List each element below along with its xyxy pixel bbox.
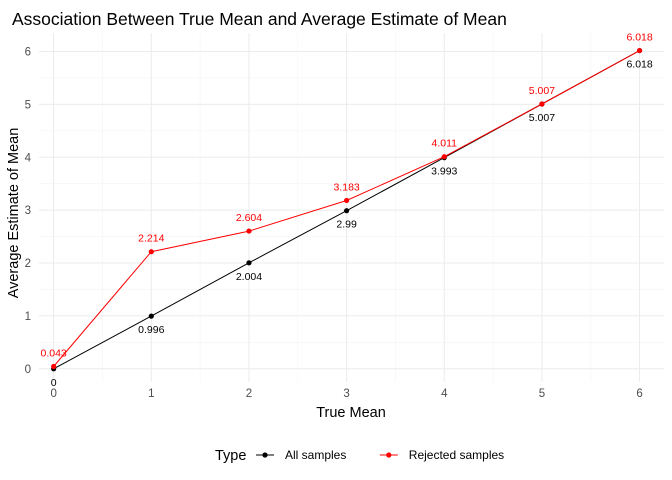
data-label: 6.018	[626, 59, 652, 71]
x-axis-title: True Mean	[316, 405, 386, 421]
data-labels: 0 0.996 2.004 2.99 3.993 5.007 6.018 0.043 2.214…	[41, 32, 653, 389]
legend: Type All samples Rejected samples	[215, 448, 504, 464]
legend-label: Rejected samples	[409, 448, 504, 462]
y-tick-label: 2	[25, 258, 31, 270]
x-tick-label: 1	[148, 388, 154, 400]
data-point	[148, 313, 154, 319]
legend-key-point	[386, 452, 392, 458]
data-label: 2.604	[236, 212, 262, 224]
series-layer	[51, 47, 643, 372]
legend-key-point	[262, 452, 268, 458]
data-point	[246, 228, 252, 234]
y-axis-title: Average Estimate of Mean	[6, 128, 22, 299]
data-point	[246, 260, 252, 266]
y-tick-label: 0	[25, 364, 31, 376]
data-label: 3.993	[431, 166, 457, 178]
y-tick-label: 5	[25, 99, 31, 111]
x-tick-labels: 0 1 2 3 4 5 6	[50, 388, 642, 400]
data-label: 0.996	[138, 324, 164, 336]
legend-title: Type	[215, 448, 246, 464]
y-tick-label: 6	[25, 47, 31, 59]
y-tick-label: 1	[25, 311, 31, 323]
x-tick-label: 2	[246, 388, 252, 400]
y-tick-label: 4	[25, 152, 32, 164]
x-tick-label: 5	[539, 388, 545, 400]
data-point	[344, 197, 350, 204]
data-point	[441, 154, 447, 160]
chart-title: Association Between True Mean and Averag…	[12, 9, 507, 29]
data-label: 4.011	[432, 138, 458, 150]
x-tick-label: 6	[636, 388, 642, 400]
data-label: 2.99	[336, 219, 357, 231]
x-tick-label: 3	[343, 388, 349, 400]
grid-lines	[39, 33, 664, 382]
data-point	[636, 47, 643, 54]
y-tick-label: 3	[25, 205, 31, 217]
data-label: 2.214	[138, 233, 164, 245]
data-label: 0.043	[41, 348, 67, 360]
y-tick-labels: 0 1 2 3 4 5 6	[25, 47, 32, 376]
x-tick-label: 0	[50, 388, 56, 400]
x-tick-label: 4	[441, 388, 448, 400]
legend-label: All samples	[285, 448, 346, 462]
data-point	[51, 363, 57, 370]
data-label: 0	[51, 377, 57, 389]
data-label: 6.018	[626, 32, 652, 44]
data-point	[344, 208, 350, 214]
data-label: 5.007	[529, 85, 555, 97]
data-point	[148, 249, 154, 255]
data-label: 5.007	[529, 112, 555, 124]
data-label: 2.004	[236, 271, 262, 283]
data-point	[539, 101, 545, 107]
data-label: 3.183	[333, 181, 359, 193]
